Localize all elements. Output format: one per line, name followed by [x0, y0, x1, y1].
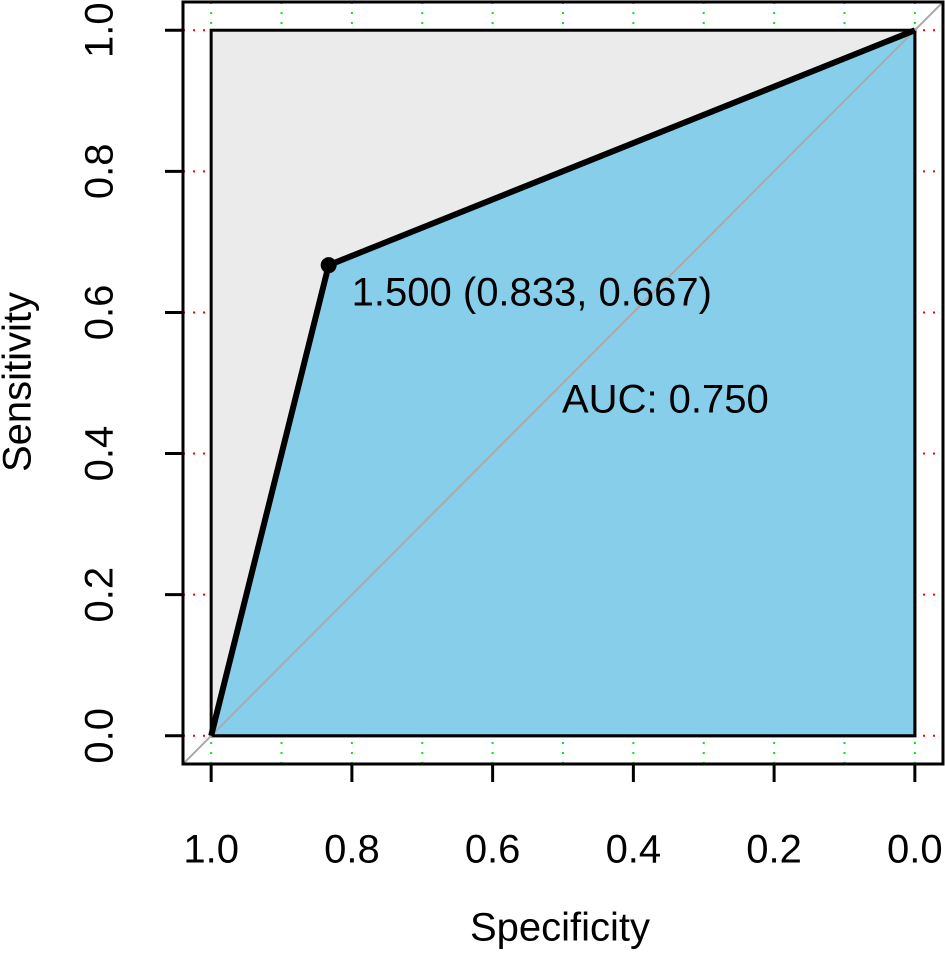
- x-tick-label: 0.4: [606, 828, 662, 872]
- y-tick-label: 0.2: [78, 567, 122, 623]
- x-tick-label: 0.8: [324, 828, 380, 872]
- y-tick-label: 0.6: [78, 285, 122, 341]
- x-tick-label: 0.2: [746, 828, 802, 872]
- y-tick-label: 0.0: [78, 708, 122, 764]
- diagonal: [182, 1, 944, 765]
- x-tick-label: 0.0: [887, 828, 943, 872]
- threshold-point: [320, 257, 337, 274]
- x-tick-label: 1.0: [183, 828, 239, 872]
- auc-label: AUC: 0.750: [562, 378, 769, 422]
- y-tick-label: 0.8: [78, 144, 122, 200]
- threshold-label: 1.500 (0.833, 0.667): [352, 271, 712, 315]
- y-tick-label: 0.4: [78, 426, 122, 482]
- x-axis-title: Specificity: [470, 906, 650, 950]
- y-axis-title: Sensitivity: [0, 292, 40, 472]
- y-tick-label: 1.0: [78, 2, 122, 58]
- x-tick-label: 0.6: [465, 828, 521, 872]
